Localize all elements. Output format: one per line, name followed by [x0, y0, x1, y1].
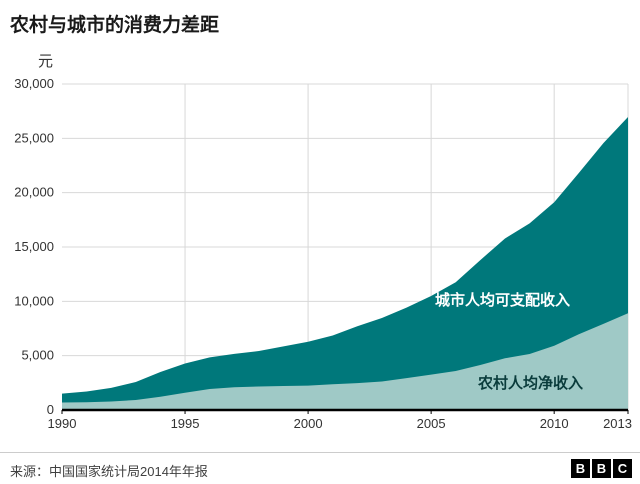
- svg-text:20,000: 20,000: [14, 185, 54, 200]
- svg-text:0: 0: [47, 402, 54, 417]
- urban-income-area: [62, 117, 628, 410]
- footer-divider: [0, 452, 640, 453]
- bbc-logo-block-b2: B: [592, 459, 611, 478]
- svg-text:2010: 2010: [540, 416, 569, 431]
- svg-text:10,000: 10,000: [14, 293, 54, 308]
- svg-text:15,000: 15,000: [14, 239, 54, 254]
- svg-text:1990: 1990: [48, 416, 77, 431]
- area-chart: 0 5,000 10,000 15,000 20,000 25,000 30,000 199…: [14, 76, 632, 431]
- y-axis-unit-label: 元: [38, 53, 54, 70]
- bbc-logo: B B C: [571, 459, 632, 478]
- svg-text:2005: 2005: [417, 416, 446, 431]
- source-caption: 来源：中国国家统计局2014年年报: [10, 464, 208, 479]
- rural-income-area: [62, 313, 628, 410]
- svg-text:5,000: 5,000: [21, 348, 54, 363]
- x-axis: [61, 408, 629, 414]
- svg-text:1995: 1995: [171, 416, 200, 431]
- svg-text:2000: 2000: [294, 416, 323, 431]
- rural-series-label: 农村人均净收入: [477, 374, 583, 392]
- svg-text:30,000: 30,000: [14, 76, 54, 91]
- chart-title: 农村与城市的消费力差距: [10, 15, 220, 36]
- urban-series-label: 城市人均可支配收入: [435, 291, 570, 309]
- bbc-logo-block-b1: B: [571, 459, 590, 478]
- bbc-logo-block-c: C: [613, 459, 632, 478]
- x-axis-labels: 1990 1995 2000 2005 2010 2013: [48, 416, 632, 431]
- svg-text:2013: 2013: [603, 416, 632, 431]
- svg-text:25,000: 25,000: [14, 130, 54, 145]
- y-axis-labels: 0 5,000 10,000 15,000 20,000 25,000 30,000: [14, 76, 54, 417]
